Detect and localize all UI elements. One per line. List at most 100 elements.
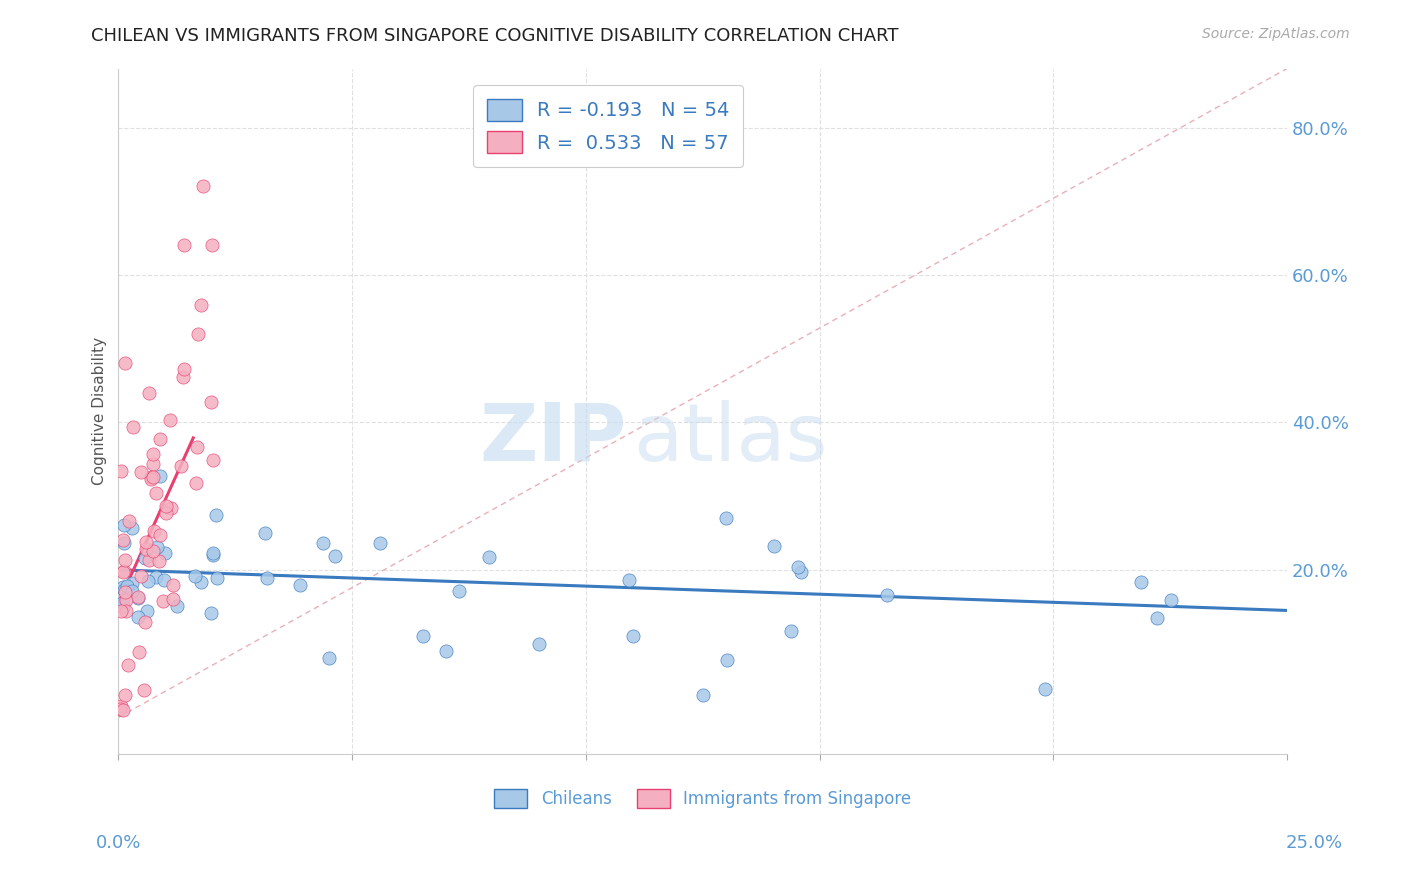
Point xyxy=(170,458,193,473)
Point xyxy=(617,573,640,587)
Point xyxy=(145,570,167,584)
Text: Source: ZipAtlas.com: Source: ZipAtlas.com xyxy=(1202,27,1350,41)
Point xyxy=(121,521,143,535)
Point xyxy=(318,651,340,665)
Point xyxy=(139,472,162,486)
Point xyxy=(112,595,135,609)
Point xyxy=(1160,593,1182,607)
Point xyxy=(205,571,228,585)
Point xyxy=(478,550,501,565)
Point xyxy=(155,507,177,521)
Point xyxy=(201,548,224,562)
Point xyxy=(202,546,225,560)
Point xyxy=(162,592,184,607)
Point xyxy=(114,552,136,566)
Point xyxy=(714,511,737,525)
Point xyxy=(527,637,550,651)
Point xyxy=(127,609,149,624)
Point xyxy=(187,326,209,341)
Point xyxy=(138,553,160,567)
Point xyxy=(370,536,392,550)
Point xyxy=(200,606,222,620)
Point xyxy=(762,539,785,553)
Point xyxy=(166,599,188,614)
Point xyxy=(139,469,162,483)
Point xyxy=(1033,681,1056,696)
Text: 25.0%: 25.0% xyxy=(1285,834,1343,852)
Point xyxy=(876,589,898,603)
Point xyxy=(412,629,434,643)
Point xyxy=(117,657,139,672)
Point xyxy=(134,683,156,698)
Text: atlas: atlas xyxy=(633,400,827,478)
Point xyxy=(112,583,135,598)
Point xyxy=(138,386,160,401)
Point xyxy=(323,549,346,564)
Point xyxy=(135,535,157,549)
Point xyxy=(145,486,167,500)
Legend: Chileans, Immigrants from Singapore: Chileans, Immigrants from Singapore xyxy=(488,782,918,814)
Point xyxy=(716,653,738,667)
Point xyxy=(447,584,470,599)
Point xyxy=(160,501,183,516)
Point xyxy=(136,574,159,589)
Point xyxy=(172,370,194,384)
Point xyxy=(186,440,208,454)
Y-axis label: Cognitive Disability: Cognitive Disability xyxy=(93,337,107,485)
Point xyxy=(155,546,177,560)
Point xyxy=(134,615,156,629)
Point xyxy=(112,703,135,717)
Point xyxy=(152,573,174,587)
Point xyxy=(201,238,224,252)
Point xyxy=(110,464,132,478)
Point xyxy=(129,568,152,582)
Point xyxy=(114,356,136,370)
Point xyxy=(288,578,311,592)
Point xyxy=(190,298,212,312)
Point xyxy=(312,536,335,550)
Point xyxy=(134,551,156,566)
Point xyxy=(779,624,801,638)
Point xyxy=(162,577,184,591)
Point xyxy=(135,604,157,618)
Point xyxy=(149,528,172,542)
Point xyxy=(121,583,143,598)
Point xyxy=(135,541,157,556)
Point xyxy=(112,517,135,532)
Point xyxy=(256,572,278,586)
Point xyxy=(787,559,810,574)
Point xyxy=(1146,611,1168,625)
Point xyxy=(129,465,152,479)
Point xyxy=(692,688,714,702)
Point xyxy=(122,420,145,434)
Point xyxy=(112,564,135,578)
Point xyxy=(111,533,134,548)
Point xyxy=(115,593,138,607)
Point xyxy=(114,604,136,618)
Point xyxy=(184,569,207,583)
Point xyxy=(112,580,135,594)
Point xyxy=(112,600,135,615)
Point xyxy=(200,395,222,409)
Point xyxy=(149,469,172,483)
Point xyxy=(790,565,813,579)
Point xyxy=(148,554,170,568)
Point xyxy=(149,432,172,446)
Point xyxy=(114,688,136,702)
Point xyxy=(142,524,165,539)
Point xyxy=(159,413,181,427)
Point xyxy=(112,565,135,579)
Point xyxy=(191,179,214,194)
Point xyxy=(115,579,138,593)
Point xyxy=(128,644,150,658)
Point xyxy=(190,575,212,590)
Point xyxy=(173,238,195,252)
Point xyxy=(152,593,174,607)
Point xyxy=(254,525,277,540)
Point xyxy=(1129,574,1152,589)
Point xyxy=(110,604,132,618)
Point xyxy=(155,499,177,513)
Point xyxy=(173,362,195,376)
Point xyxy=(127,590,149,604)
Point xyxy=(202,453,225,467)
